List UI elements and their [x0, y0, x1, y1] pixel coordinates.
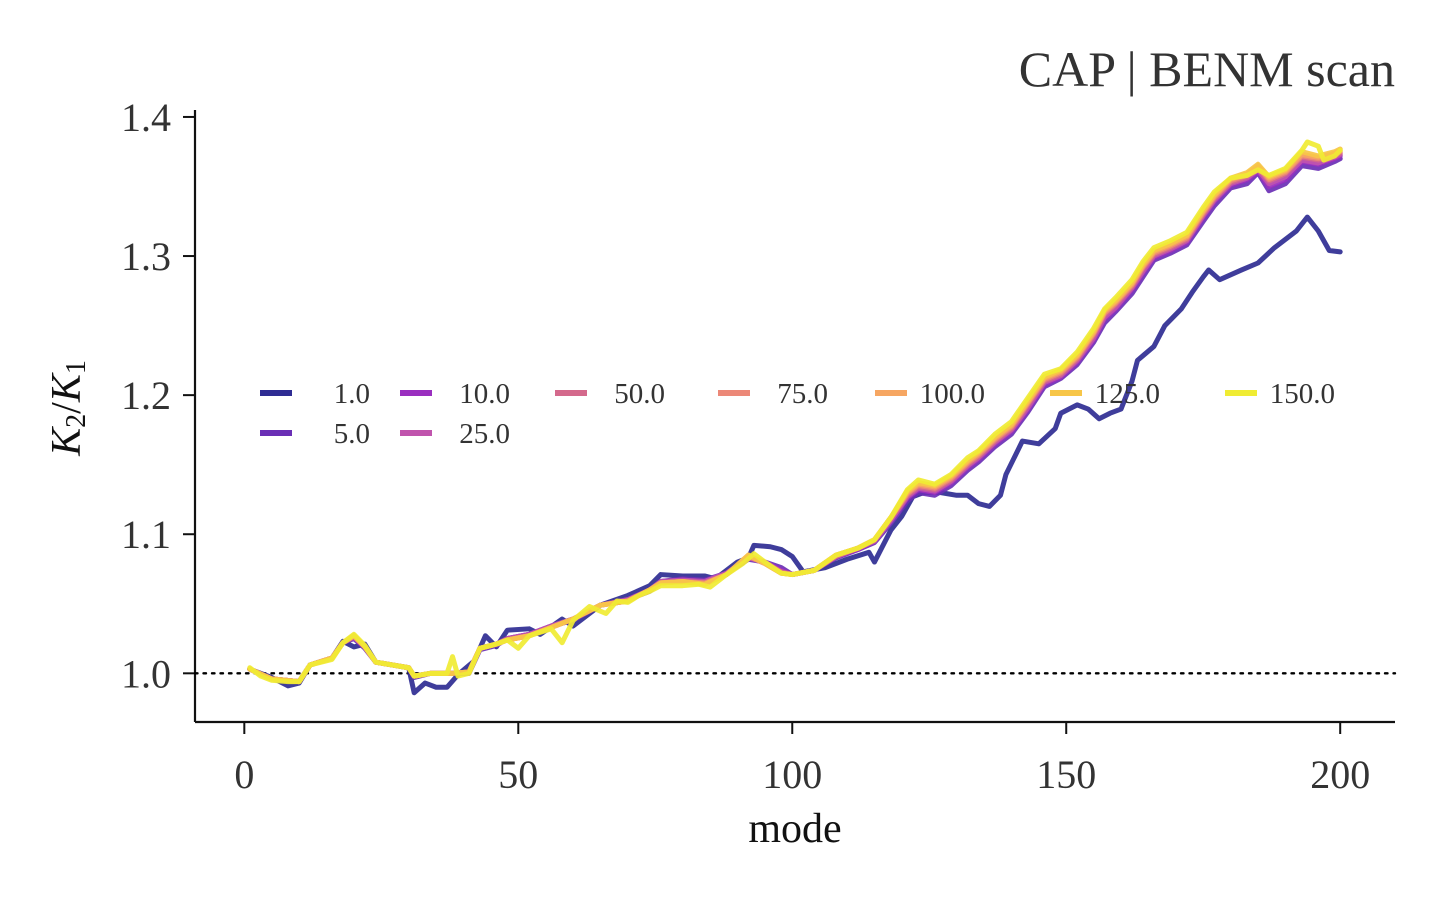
- series-line-1-0: [247, 214, 1343, 696]
- y-tick-label: 1.2: [121, 373, 171, 418]
- legend-label: 50.0: [614, 378, 665, 410]
- series-line-50-0: [247, 150, 1343, 685]
- y-tick-label: 1.1: [121, 512, 171, 557]
- chart-title: CAP | BENM scan: [1019, 41, 1395, 97]
- y-tick-label: 1.3: [121, 234, 171, 279]
- series-line-25-0: [247, 152, 1343, 685]
- series-line-125-0: [247, 146, 1343, 685]
- y-axis-label: K2/K1: [44, 360, 92, 457]
- legend-label: 5.0: [334, 418, 370, 450]
- legend-label: 100.0: [920, 378, 985, 410]
- series-layer: [247, 139, 1343, 696]
- x-tick-label: 150: [1036, 752, 1096, 797]
- x-tick-label: 100: [762, 752, 822, 797]
- x-axis-label: mode: [748, 806, 841, 852]
- x-tick-label: 50: [498, 752, 538, 797]
- legend-label: 125.0: [1095, 378, 1160, 410]
- series-line-100-0: [247, 147, 1343, 685]
- legend-label: 150.0: [1270, 378, 1335, 410]
- series-line-150-0: [247, 139, 1343, 685]
- series-line-75-0: [247, 149, 1343, 685]
- x-tick-label: 200: [1310, 752, 1370, 797]
- legend-label: 75.0: [777, 378, 828, 410]
- y-tick-label: 1.4: [121, 95, 171, 140]
- x-tick-label: 0: [234, 752, 254, 797]
- axes: 0 50 100 150 200 1.0 1.1 1.2 1.3 1.4: [121, 95, 1397, 797]
- legend: 1.0 5.0 10.0 25.0 50.0 75.0 100.0 125.0 150.0: [260, 378, 1335, 450]
- y-tick-label: 1.0: [121, 651, 171, 696]
- legend-label: 1.0: [334, 378, 370, 410]
- legend-label: 25.0: [459, 418, 510, 450]
- legend-label: 10.0: [459, 378, 510, 410]
